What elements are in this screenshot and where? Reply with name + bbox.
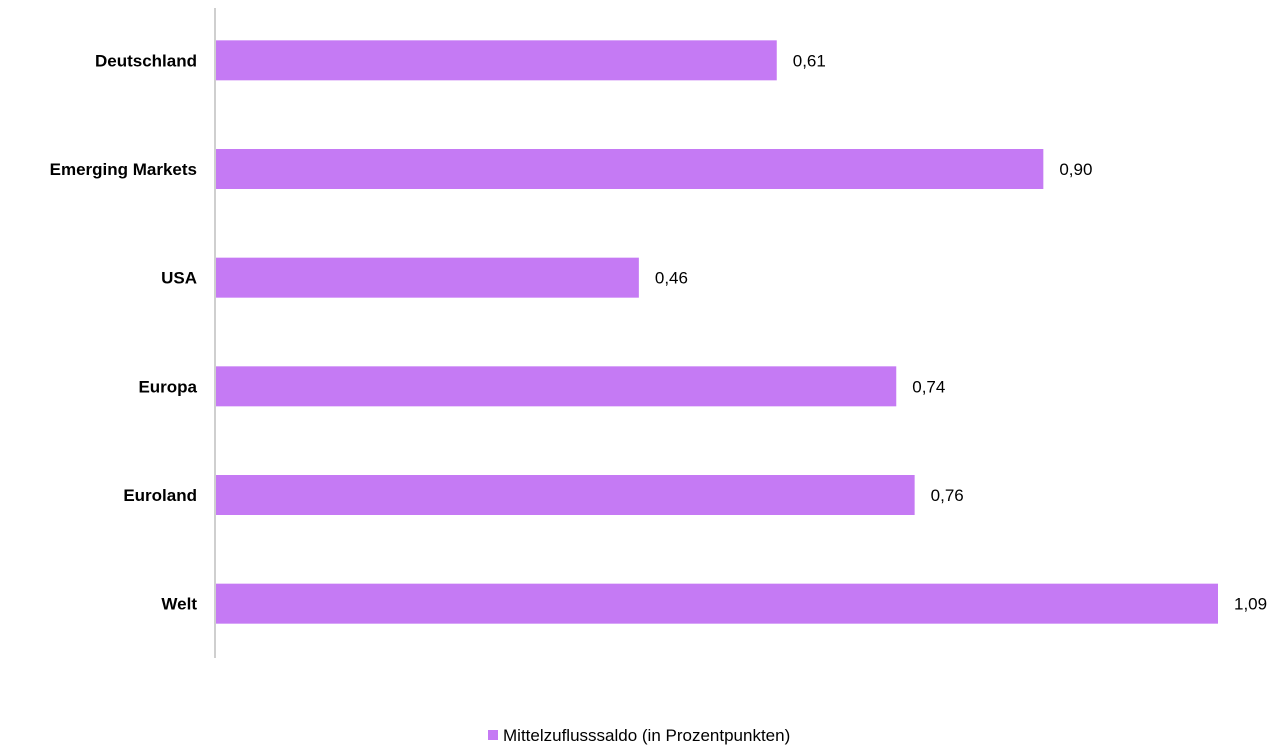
value-label-welt: 1,09 (1234, 595, 1267, 614)
bars-group (216, 40, 1218, 624)
bar-emerging-markets (216, 149, 1044, 189)
value-labels: 0,61 0,90 0,46 0,74 0,76 1,09 (655, 51, 1267, 613)
value-label-euroland: 0,76 (931, 486, 964, 505)
bar-europa (216, 366, 897, 407)
category-labels: Deutschland Emerging Markets USA Europa Euro… (50, 51, 198, 613)
value-label-emerging-markets: 0,90 (1059, 160, 1092, 179)
category-label-emerging-markets: Emerging Markets (50, 160, 197, 179)
legend-swatch (488, 730, 498, 740)
bar-euroland (216, 475, 915, 515)
category-label-europa: Europa (138, 377, 197, 396)
bar-usa (216, 257, 639, 298)
value-label-europa: 0,74 (912, 377, 945, 396)
bar-welt (216, 583, 1218, 624)
category-label-usa: USA (161, 269, 197, 288)
value-label-deutschland: 0,61 (793, 51, 826, 70)
bar-deutschland (216, 40, 777, 81)
category-label-deutschland: Deutschland (95, 51, 197, 70)
value-label-usa: 0,46 (655, 269, 688, 288)
category-label-welt: Welt (161, 595, 197, 614)
legend: Mittelzuflusssaldo (in Prozentpunkten) (488, 726, 790, 745)
legend-label: Mittelzuflusssaldo (in Prozentpunkten) (503, 726, 790, 745)
category-label-euroland: Euroland (123, 486, 197, 505)
